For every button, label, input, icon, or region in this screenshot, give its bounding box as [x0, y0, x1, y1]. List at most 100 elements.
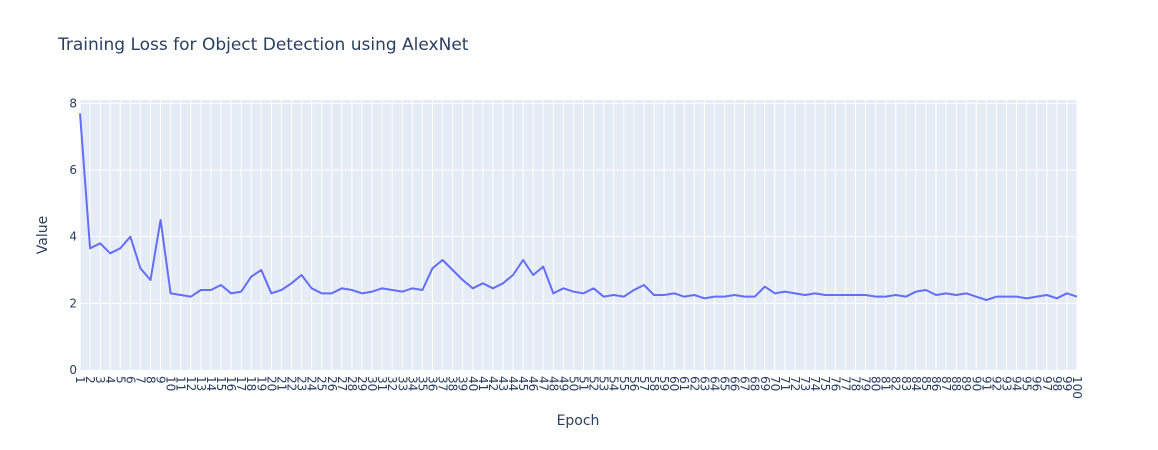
x-tick-label: 88 — [949, 376, 963, 391]
x-tick-label: 92 — [989, 376, 1003, 391]
x-gridlines — [79, 100, 1078, 370]
x-tick-label: 95 — [1020, 376, 1034, 391]
x-tick-label: 98 — [1050, 376, 1064, 391]
x-tick-label: 99 — [1060, 376, 1074, 391]
x-tick-label: 74 — [808, 376, 822, 391]
x-tick-label: 46 — [526, 376, 540, 391]
x-tick-label: 84 — [909, 376, 923, 391]
x-tick-label: 75 — [818, 376, 832, 391]
x-tick-label: 59 — [657, 376, 671, 391]
x-tick-label: 53 — [597, 376, 611, 391]
x-tick-label: 61 — [677, 376, 691, 391]
x-tick-label: 56 — [627, 376, 641, 391]
x-tick-label: 48 — [546, 376, 560, 391]
x-tick-label: 76 — [828, 376, 842, 391]
x-tick-label: 71 — [778, 376, 792, 391]
x-tick-label: 63 — [697, 376, 711, 391]
x-tick-label: 17 — [234, 376, 248, 391]
x-tick-label: 100 — [1070, 376, 1084, 399]
x-tick-label: 29 — [355, 376, 369, 391]
x-tick-label: 5 — [113, 376, 127, 384]
x-tick-label: 54 — [607, 376, 621, 391]
x-tick-label: 65 — [718, 376, 732, 391]
x-tick-label: 78 — [848, 376, 862, 391]
x-tick-label: 42 — [486, 376, 500, 391]
x-tick-label: 7 — [133, 376, 147, 384]
x-tick-label: 90 — [969, 376, 983, 391]
x-tick-label: 9 — [154, 376, 168, 384]
x-tick-label: 24 — [305, 376, 319, 391]
x-tick-label: 60 — [667, 376, 681, 391]
x-tick-label: 33 — [395, 376, 409, 391]
x-tick-label: 25 — [315, 376, 329, 391]
y-tick-label: 8 — [69, 96, 77, 110]
x-tick-label: 85 — [919, 376, 933, 391]
x-tick-label: 81 — [879, 376, 893, 391]
x-tick-label: 32 — [385, 376, 399, 391]
x-tick-label: 2 — [83, 376, 97, 384]
x-tick-label: 11 — [174, 376, 188, 391]
x-tick-label: 72 — [788, 376, 802, 391]
x-tick-label: 21 — [274, 376, 288, 391]
x-tick-label: 12 — [184, 376, 198, 391]
x-tick-label: 31 — [375, 376, 389, 391]
x-tick-label: 41 — [476, 376, 490, 391]
x-tick-label: 52 — [587, 376, 601, 391]
x-tick-label: 83 — [899, 376, 913, 391]
x-tick-label: 50 — [566, 376, 580, 391]
plot-background — [80, 100, 1077, 370]
x-tick-label: 10 — [164, 376, 178, 391]
chart-title: Training Loss for Object Detection using… — [57, 35, 469, 55]
x-tick-label: 68 — [748, 376, 762, 391]
y-tick-label: 4 — [69, 230, 77, 244]
x-tick-label: 79 — [859, 376, 873, 391]
x-tick-label: 4 — [103, 376, 117, 384]
x-tick-label: 40 — [466, 376, 480, 391]
y-tick-label: 2 — [69, 296, 77, 310]
x-tick-label: 34 — [405, 376, 419, 391]
y-axis-ticks: 0 2 4 6 8 — [69, 96, 77, 377]
x-tick-label: 26 — [325, 376, 339, 391]
x-tick-label: 86 — [929, 376, 943, 391]
x-tick-label: 47 — [536, 376, 550, 391]
x-tick-label: 73 — [798, 376, 812, 391]
x-tick-label: 22 — [284, 376, 298, 391]
x-tick-label: 93 — [1000, 376, 1014, 391]
y-tick-label: 6 — [69, 163, 77, 177]
x-tick-label: 67 — [738, 376, 752, 391]
x-tick-label: 66 — [728, 376, 742, 391]
x-tick-label: 30 — [365, 376, 379, 391]
x-tick-label: 70 — [768, 376, 782, 391]
x-tick-label: 87 — [939, 376, 953, 391]
x-tick-label: 77 — [838, 376, 852, 391]
x-tick-label: 96 — [1030, 376, 1044, 391]
x-tick-label: 13 — [194, 376, 208, 391]
x-tick-label: 51 — [577, 376, 591, 391]
x-tick-label: 91 — [979, 376, 993, 391]
x-tick-label: 80 — [869, 376, 883, 391]
x-tick-label: 28 — [345, 376, 359, 391]
x-tick-label: 6 — [123, 376, 137, 384]
x-tick-label: 57 — [637, 376, 651, 391]
y-tick-label: 0 — [69, 363, 77, 377]
x-tick-label: 1 — [73, 376, 87, 384]
x-tick-label: 36 — [425, 376, 439, 391]
x-tick-label: 14 — [204, 376, 218, 391]
x-tick-label: 58 — [647, 376, 661, 391]
x-tick-label: 39 — [456, 376, 470, 391]
x-tick-label: 23 — [295, 376, 309, 391]
x-tick-label: 44 — [506, 376, 520, 391]
x-tick-label: 43 — [496, 376, 510, 391]
y-axis-title: Value — [35, 216, 51, 254]
y-gridlines — [80, 102, 1077, 304]
x-tick-label: 82 — [889, 376, 903, 391]
x-axis-title: Epoch — [557, 413, 600, 429]
x-tick-label: 45 — [516, 376, 530, 391]
x-axis-ticks: 1234567891011121314151617181920212223242… — [73, 376, 1084, 399]
x-tick-label: 27 — [335, 376, 349, 391]
x-tick-label: 35 — [415, 376, 429, 391]
x-tick-label: 20 — [264, 376, 278, 391]
loss-line — [79, 113, 1078, 301]
x-tick-label: 62 — [687, 376, 701, 391]
